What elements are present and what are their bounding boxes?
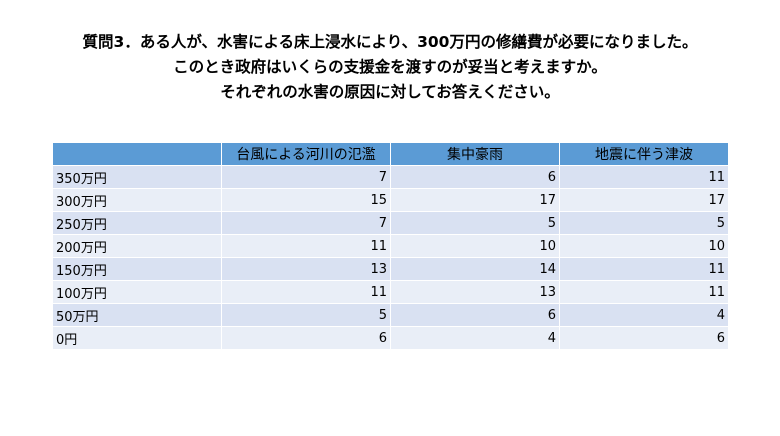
table-row: 300万円 15 17 17: [52, 188, 729, 212]
table-row: 100万円 11 13 11: [52, 280, 729, 304]
cell: 6: [559, 326, 729, 350]
cell: 6: [390, 303, 560, 327]
cell: 13: [390, 280, 560, 304]
table: 台風による河川の氾濫 集中豪雨 地震に伴う津波 350万円 7 6 11 300万円 15 17…: [52, 142, 729, 350]
cell: 10: [559, 234, 729, 258]
cell: 11: [559, 280, 729, 304]
title-line: それぞれの水害の原因に対してお答えください。: [220, 83, 560, 101]
cell: 15: [221, 188, 391, 212]
row-label: 150万円: [52, 257, 222, 281]
table-row: 200万円 11 10 10: [52, 234, 729, 258]
table-row: 250万円 7 5 5: [52, 211, 729, 235]
table-row: 150万円 13 14 11: [52, 257, 729, 281]
cell: 17: [390, 188, 560, 212]
header-row: 台風による河川の氾濫 集中豪雨 地震に伴う津波: [52, 142, 729, 166]
table-row: 350万円 7 6 11: [52, 165, 729, 189]
table-row: 50万円 5 6 4: [52, 303, 729, 327]
row-label: 300万円: [52, 188, 222, 212]
title-line: このとき政府はいくらの支援金を渡すのが妥当と考えますか。: [173, 58, 607, 76]
table-header: 台風による河川の氾濫 集中豪雨 地震に伴う津波: [52, 142, 729, 166]
cell: 13: [221, 257, 391, 281]
cell: 11: [221, 234, 391, 258]
header-cell: 集中豪雨: [390, 142, 560, 166]
cell: 10: [390, 234, 560, 258]
row-label: 0円: [52, 326, 222, 350]
title: 質問3．ある人が、水害による床上浸水により、300万円の修繕費が必要になりました…: [0, 30, 780, 105]
cell: 4: [559, 303, 729, 327]
cell: 5: [390, 211, 560, 235]
cell: 7: [221, 211, 391, 235]
cell: 4: [390, 326, 560, 350]
row-label: 100万円: [52, 280, 222, 304]
cell: 11: [559, 165, 729, 189]
cell: 7: [221, 165, 391, 189]
title-line: 質問3．ある人が、水害による床上浸水により、300万円の修繕費が必要になりました…: [82, 33, 698, 51]
row-label: 350万円: [52, 165, 222, 189]
row-label: 200万円: [52, 234, 222, 258]
cell: 6: [390, 165, 560, 189]
header-cell: 地震に伴う津波: [559, 142, 729, 166]
row-label: 250万円: [52, 211, 222, 235]
cell: 11: [221, 280, 391, 304]
cell: 14: [390, 257, 560, 281]
header-cell: 台風による河川の氾濫: [221, 142, 391, 166]
cell: 6: [221, 326, 391, 350]
table-body: 350万円 7 6 11 300万円 15 17 17 250万円 7 5 5 200万円 11 10 10 1…: [52, 165, 729, 350]
cell: 5: [221, 303, 391, 327]
row-label: 50万円: [52, 303, 222, 327]
table-row: 0円 6 4 6: [52, 326, 729, 350]
cell: 11: [559, 257, 729, 281]
header-cell: [52, 142, 222, 166]
cell: 17: [559, 188, 729, 212]
cell: 5: [559, 211, 729, 235]
